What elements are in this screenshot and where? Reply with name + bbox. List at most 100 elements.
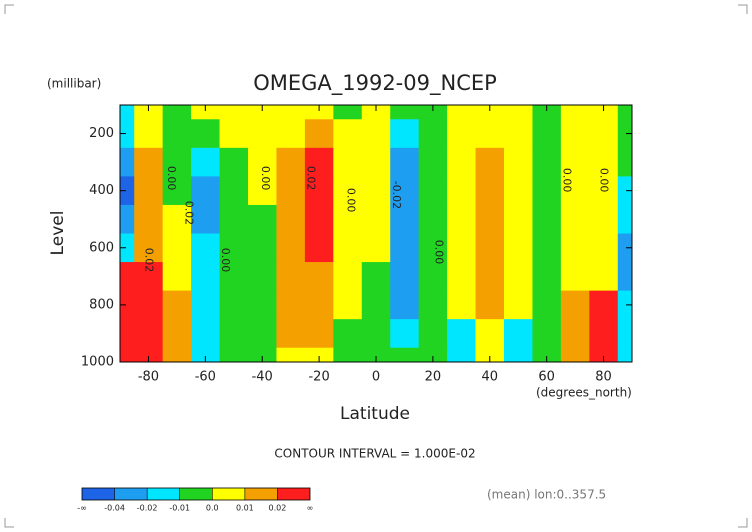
field-cell (504, 347, 533, 363)
field-cell (617, 347, 633, 363)
field-cell (589, 233, 619, 263)
field-cell (560, 105, 590, 120)
field-cell (617, 290, 633, 320)
colorbar-label: 0.0 (206, 504, 219, 513)
field-cell (333, 233, 363, 263)
field-cell (560, 262, 590, 292)
field-cell (589, 319, 619, 349)
field-cell (475, 176, 505, 206)
field-cell (191, 290, 221, 320)
contour-label: 0.02 (305, 166, 318, 191)
field-cell (333, 290, 363, 320)
y-units: (millibar) (47, 77, 101, 91)
contour-label: 0.02 (142, 248, 155, 273)
field-cell (475, 290, 505, 320)
field-cell (361, 176, 391, 206)
field-cell (248, 204, 277, 234)
contour-label: 0.00 (219, 248, 232, 273)
field-cell (418, 262, 448, 292)
field-cell (447, 204, 477, 234)
field-cell (418, 233, 448, 263)
field-cell (418, 105, 448, 120)
field-cell (560, 119, 590, 149)
field-cell (589, 290, 619, 320)
colorbar-segment (147, 488, 180, 500)
field-cell (248, 290, 277, 320)
x-tick-label: -80 (138, 370, 159, 385)
field-cell (418, 290, 448, 320)
field-cell (162, 176, 192, 206)
field-cell (304, 290, 334, 320)
field-cell (532, 176, 562, 206)
field-cell (304, 147, 334, 177)
colorbar-label: -0.04 (104, 504, 125, 513)
field-cell (504, 176, 533, 206)
field-cell (276, 176, 306, 206)
field-cell (304, 262, 334, 292)
field-cell (219, 176, 249, 206)
field-cell (361, 347, 391, 363)
field-cell (617, 319, 633, 349)
field-cell (617, 147, 633, 177)
field-cell (191, 233, 221, 263)
field-cell (504, 290, 533, 320)
colorbar-segment (82, 488, 115, 500)
field-cell (219, 347, 249, 363)
field-cell (589, 105, 619, 120)
field-cell (532, 290, 562, 320)
field-cell (304, 204, 334, 234)
field-cell (162, 347, 192, 363)
field-cell (475, 204, 505, 234)
field-cell (134, 105, 164, 120)
contour-label: 0.00 (598, 168, 611, 193)
contour-interval: CONTOUR INTERVAL = 1.000E-02 (274, 447, 475, 461)
field-cell (560, 290, 590, 320)
overlay: -80 -60 -40 -20 0 20 40 60 80 200 400 600 800 1000 0.0… (81, 104, 633, 385)
field-cell (361, 233, 391, 263)
field-cell (361, 204, 391, 234)
field-cell (304, 105, 334, 120)
field-cell (120, 290, 135, 320)
field-cell (418, 319, 448, 349)
field-cell (248, 233, 277, 263)
y-tick-label: 800 (89, 297, 114, 312)
field-cell (120, 147, 135, 177)
field-cell (390, 262, 420, 292)
colorbar-segment (179, 488, 213, 500)
field-cell (333, 262, 363, 292)
x-tick-label: -20 (308, 370, 329, 385)
field-cell (162, 204, 192, 234)
field-cell (361, 147, 391, 177)
contour-label: 0.00 (165, 166, 178, 191)
field-cell (447, 319, 477, 349)
field-cell (447, 262, 477, 292)
field-cell (617, 176, 633, 206)
field-cell (475, 262, 505, 292)
field-cell (248, 176, 277, 206)
field-cell (475, 233, 505, 263)
colorbar-segment (212, 488, 245, 500)
field-cell (191, 319, 221, 349)
field-cell (333, 347, 363, 363)
field-cell (504, 233, 533, 263)
field-cell (617, 119, 633, 149)
field-cell (248, 262, 277, 292)
field-cell (560, 319, 590, 349)
field-cell (191, 119, 221, 149)
field-cell (418, 147, 448, 177)
field-cell (333, 119, 363, 149)
field-cell (276, 147, 306, 177)
field-cell (219, 319, 249, 349)
field-cell (361, 319, 391, 349)
field-cell (560, 176, 590, 206)
field-cell (390, 176, 420, 206)
field-cell (191, 347, 221, 363)
field-cell (504, 204, 533, 234)
field-cell (617, 105, 633, 120)
colorbar-frame (81, 487, 311, 501)
field-cell (162, 319, 192, 349)
field-cell (361, 262, 391, 292)
field-cell (390, 347, 420, 363)
field-cell (532, 233, 562, 263)
